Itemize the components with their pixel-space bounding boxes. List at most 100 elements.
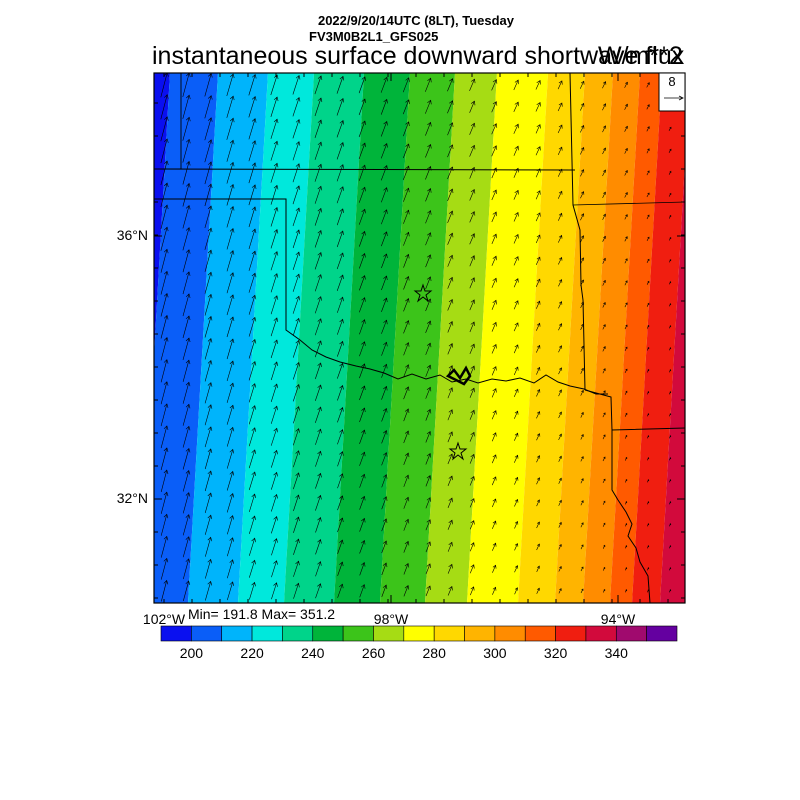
wind-arrow-icon [270,97,278,117]
wind-arrow-icon [447,542,453,552]
wind-arrow-icon [205,559,211,579]
wind-arrow-icon [602,302,606,308]
wind-arrow-head [251,228,257,234]
wind-arrow-icon [425,78,431,92]
wind-arrow-head [207,227,213,233]
wind-arrow-head [647,391,650,393]
wind-arrow-icon [646,104,650,110]
wind-arrow-head [251,184,257,189]
wind-arrow-icon [602,324,606,330]
wind-arrow-icon [580,456,584,462]
wind-arrow-head [492,189,497,195]
wind-arrow-icon [580,500,584,506]
wind-arrow-icon [359,297,365,313]
wind-arrow-head [317,185,323,191]
wind-arrow-head [427,210,432,215]
wind-arrow-head [426,364,432,370]
wind-arrow-icon [425,475,431,487]
wind-arrow-head [251,493,256,499]
wind-arrow-head [492,564,497,569]
wind-arrow-head [273,339,279,344]
wind-arrow-head [514,211,519,217]
wind-arrow-icon [381,496,387,510]
wind-arrow-head [185,249,191,254]
wind-arrow-icon [314,274,322,292]
wind-arrow-head [602,103,607,107]
wind-arrow-head [559,588,562,591]
wind-arrow-icon [558,213,562,221]
wind-arrow-head [383,385,388,391]
colorbar-tick-label: 200 [180,645,204,661]
wind-arrow-head [558,124,563,129]
wind-arrow-head [581,279,584,283]
wind-arrow-icon [380,143,388,159]
wind-arrow-head [163,138,169,143]
wind-arrow-icon [536,367,540,375]
wind-arrow-icon [469,321,475,333]
wind-arrow-head [317,207,323,213]
wind-arrow-head [361,562,366,567]
wind-arrow-head [603,522,606,525]
wind-arrow-head [603,500,606,503]
wind-arrow-head [669,192,672,195]
wind-arrow-head [164,73,169,77]
wind-arrow-head [492,454,497,459]
wind-arrow-head [163,447,169,452]
wind-arrow-head [163,248,169,254]
wind-arrow-head [273,251,279,256]
wind-arrow-icon [425,409,431,421]
wind-arrow-head [647,214,650,217]
wind-arrow-head [669,567,672,569]
lat-label-36n: 36°N [117,227,148,243]
wind-arrow-head [426,320,432,326]
wind-arrow-icon [513,190,519,200]
wind-arrow-icon [380,99,388,115]
wind-arrow-icon [602,191,606,199]
wind-arrow-icon [557,124,563,134]
wind-arrow-head [603,301,606,305]
wind-arrow-head [514,300,519,305]
wind-arrow-head [514,565,519,569]
wind-arrow-icon [514,587,518,595]
wind-arrow-head [251,316,257,322]
wind-arrow-icon [602,456,606,462]
border-ok-ar [569,73,586,391]
wind-arrow-icon [425,320,431,334]
wind-arrow-head [669,369,672,371]
wind-arrow-icon [447,166,453,180]
wind-arrow-icon [226,449,234,469]
wind-arrow-head [361,186,366,192]
wind-arrow-icon [403,210,409,224]
wind-arrow-icon [602,169,606,177]
wind-arrow-icon [470,586,474,596]
wind-arrow-icon [249,494,255,512]
wind-arrow-icon [557,80,563,90]
wind-arrow-icon [646,170,650,176]
wind-arrow-icon [580,323,584,331]
wind-arrow-icon [491,476,497,486]
wind-arrow-head [339,75,345,81]
wind-arrow-head [448,254,454,260]
wind-arrow-icon [226,206,234,228]
wind-arrow-head [514,587,519,591]
colorbar-tick-label: 220 [240,645,264,661]
colorbar-swatch [585,625,617,642]
colorbar-swatch [251,625,283,642]
wind-arrow-head [361,208,366,214]
wind-arrow-head [448,276,454,282]
wind-arrow-head [339,429,344,434]
wind-arrow-icon [580,522,584,528]
wind-arrow-head [207,580,213,586]
wind-arrow-head [514,145,519,151]
wind-arrow-head [185,116,191,122]
wind-arrow-head [669,413,672,415]
wind-arrow-head [647,479,650,481]
wind-arrow-head [339,274,344,280]
wind-arrow-icon [337,517,343,533]
colorbar-tick-label: 260 [362,645,386,661]
wind-arrow-head [251,537,256,543]
wind-arrow-head [383,430,388,435]
wind-arrow-icon [248,471,256,491]
wind-arrow-head [163,314,169,320]
wind-arrow-icon [160,116,168,142]
